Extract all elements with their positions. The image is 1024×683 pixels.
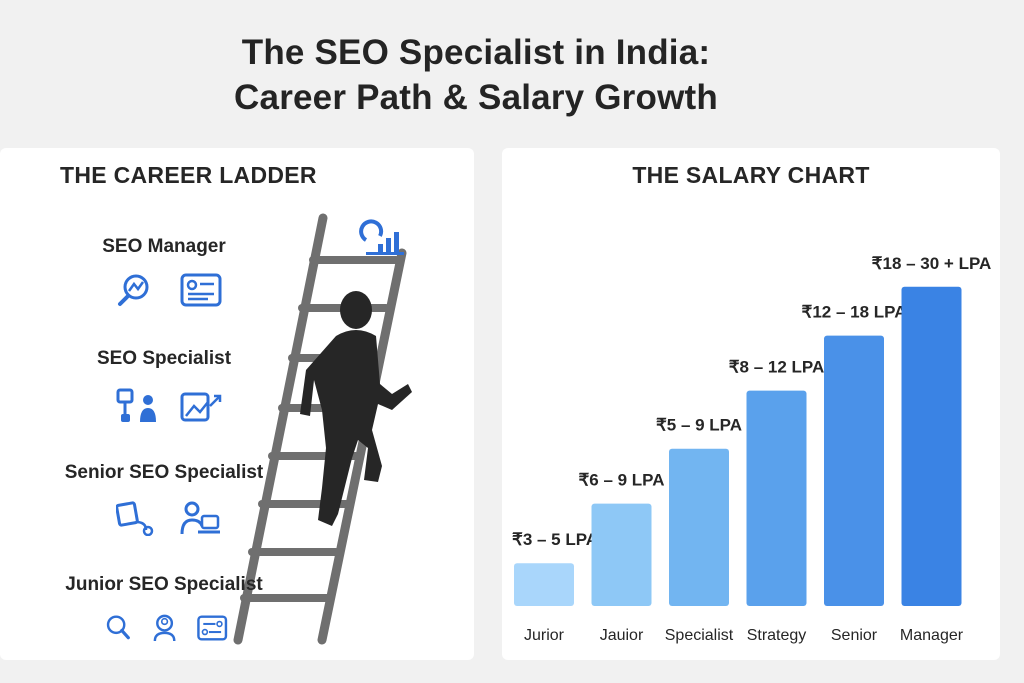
- ladder-illustration: [233, 213, 412, 645]
- career-ladder-panel: THE CAREER LADDER SEO Manager: [0, 148, 474, 660]
- salary-bar: [669, 448, 729, 606]
- page-title-line-2: Career Path & Salary Growth: [234, 78, 718, 117]
- salary-chart-panel: THE SALARY CHART ₹3 – 5 LPA Jurior ₹6 – 9 …: [502, 148, 1000, 660]
- user-search-icon: [153, 614, 176, 642]
- document-link-icon: [116, 501, 154, 536]
- career-level-senior-seo-specialist: Senior SEO Specialist: [64, 462, 264, 483]
- category-tick-label: Jauior: [600, 627, 644, 644]
- salary-data-label: ₹3 – 5 LPA: [512, 530, 598, 549]
- search-analytics-icon: [118, 274, 149, 306]
- category-tick-label: Senior: [831, 627, 878, 644]
- salary-bar-chart: ₹3 – 5 LPA Jurior ₹6 – 9 LPA Jauior ₹5 – 9 L…: [512, 254, 992, 644]
- user-laptop-icon: [180, 501, 220, 535]
- salary-data-label: ₹5 – 9 LPA: [656, 416, 742, 435]
- salary-data-label: ₹18 – 30 + LPA: [872, 254, 992, 273]
- category-tick-label: Jurior: [524, 627, 565, 644]
- climbing-person: [300, 291, 412, 526]
- ladder: [233, 213, 407, 645]
- team-hierarchy-icon: [116, 388, 156, 422]
- career-level-seo-specialist: SEO Specialist: [96, 348, 232, 369]
- chart-growth-icon: [359, 219, 404, 255]
- search-icon: [106, 615, 130, 640]
- career-ladder-heading: THE CAREER LADDER: [60, 162, 317, 188]
- salary-bar: [901, 286, 962, 606]
- salary-bar: [591, 503, 652, 606]
- salary-bar: [746, 390, 807, 606]
- settings-panel-icon: [197, 615, 228, 641]
- salary-data-label: ₹8 – 12 LPA: [729, 358, 825, 377]
- salary-data-label: ₹12 – 18 LPA: [802, 303, 907, 322]
- salary-data-label: ₹6 – 9 LPA: [578, 471, 664, 490]
- salary-chart-heading: THE SALARY CHART: [632, 162, 870, 188]
- category-tick-label: Strategy: [747, 627, 807, 644]
- career-level-seo-manager: SEO Manager: [102, 236, 226, 257]
- salary-bar: [514, 563, 574, 606]
- career-level-junior-seo-specialist: Junior SEO Specialist: [65, 574, 263, 595]
- salary-bar: [824, 335, 884, 606]
- growth-image-icon: [180, 392, 222, 422]
- page-title: The SEO Specialist in India: Career Path…: [0, 30, 952, 120]
- category-tick-label: Specialist: [665, 627, 734, 644]
- category-tick-label: Manager: [900, 627, 964, 644]
- page-title-line-1: The SEO Specialist in India:: [241, 33, 711, 72]
- profile-card-icon: [180, 273, 222, 307]
